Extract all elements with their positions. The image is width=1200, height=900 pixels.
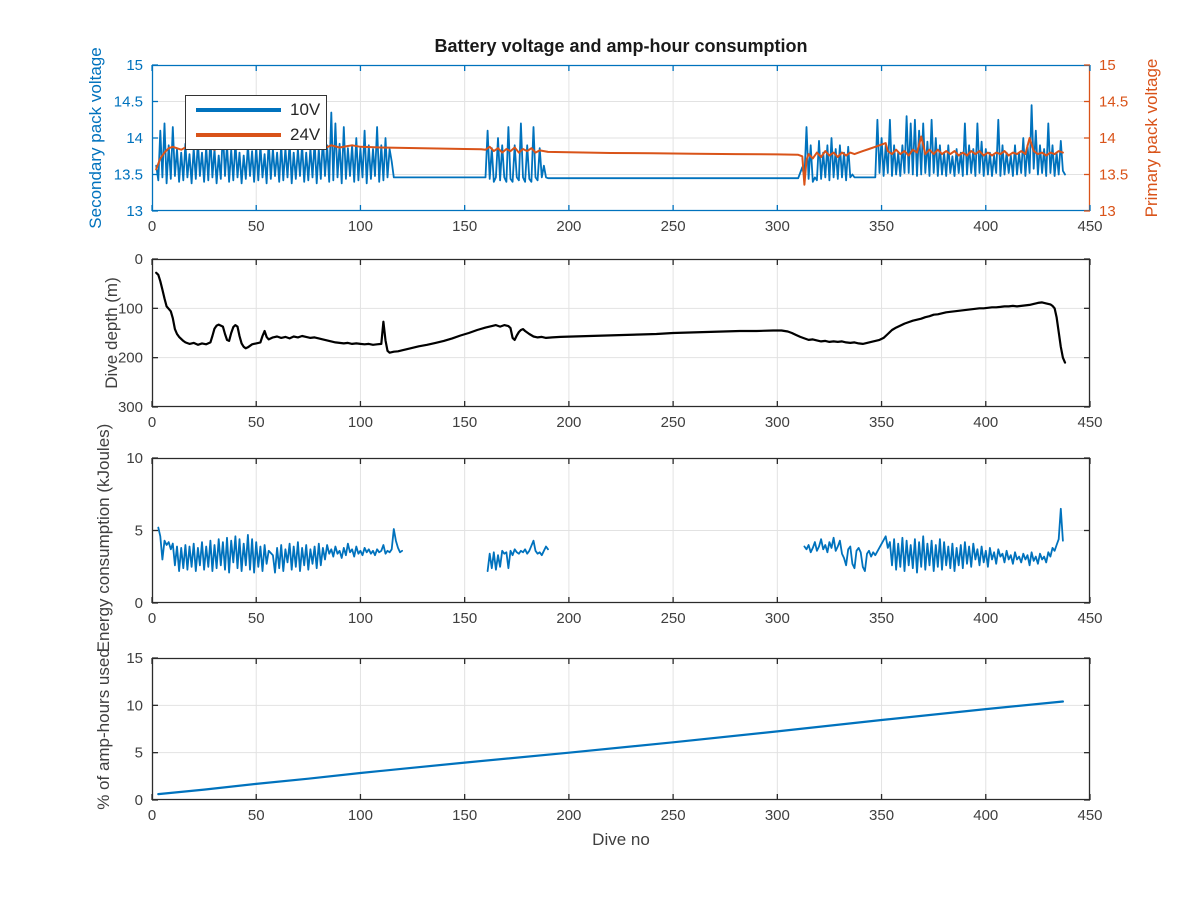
x-tick-label: 100 <box>348 414 373 431</box>
x-tick-label: 450 <box>1077 807 1102 824</box>
x-tick-label: 450 <box>1077 218 1102 235</box>
x-tick-label: 300 <box>765 807 790 824</box>
ylabel-energy-consumption: Energy consumption (kJoules) <box>94 423 113 653</box>
amphours-plot-canvas: 0 50 100 150 200 250 300 350 400 450 0 5 10 15 <box>126 650 1102 824</box>
y-tick-label: 0 <box>135 251 143 268</box>
x-tick-label: 400 <box>973 807 998 824</box>
right-y-tick-label: 13.5 <box>1099 167 1128 184</box>
x-tick-label: 50 <box>248 610 265 627</box>
voltage-plot: 0 50 100 150 200 250 300 350 400 450 13 13 13.5 13.5 1… <box>114 57 1128 235</box>
xlabel-dive-no: Dive no <box>592 830 650 849</box>
y-tick-label: 5 <box>135 745 143 762</box>
y-tick-label: 15 <box>126 57 143 74</box>
energy-plot: 0 50 100 150 200 250 300 350 400 450 0 5 10 <box>126 450 1102 627</box>
legend-line-24v <box>196 132 281 137</box>
x-tick-label: 150 <box>452 414 477 431</box>
ylabel-dive-depth: Dive depth (m) <box>102 277 121 389</box>
right-y-tick-label: 15 <box>1099 57 1116 74</box>
x-tick-label: 50 <box>248 218 265 235</box>
right-y-tick-label: 14 <box>1099 130 1116 147</box>
series-energy-seg3 <box>803 507 1064 574</box>
x-tick-label: 250 <box>661 610 686 627</box>
y-tick-label: 5 <box>135 523 143 540</box>
legend-entry-10v: 10V <box>186 100 326 120</box>
x-tick-label: 250 <box>661 414 686 431</box>
legend-entry-24v: 24V <box>186 125 326 145</box>
depth-plot: 0 50 100 150 200 250 300 350 400 450 0 100 200 300 <box>118 251 1103 431</box>
right-y-tick-label: 13 <box>1099 203 1116 220</box>
x-tick-label: 100 <box>348 218 373 235</box>
series-energy-seg2 <box>486 539 549 572</box>
y-tick-label: 13.5 <box>114 167 143 184</box>
x-tick-label: 350 <box>869 807 894 824</box>
x-tick-label: 300 <box>765 414 790 431</box>
energy-plot-canvas: 0 50 100 150 200 250 300 350 400 450 0 5 10 <box>126 450 1102 627</box>
x-tick-label: 400 <box>973 610 998 627</box>
y-tick-label: 14 <box>126 130 143 147</box>
y-tick-label: 13 <box>126 203 143 220</box>
legend-label-10v: 10V <box>290 100 321 120</box>
y-tick-label: 300 <box>118 399 143 416</box>
x-tick-label: 50 <box>248 807 265 824</box>
y-tick-label: 10 <box>126 697 143 714</box>
ylabel-amp-hours-used: % of amp-hours used <box>94 648 113 810</box>
x-tick-label: 350 <box>869 610 894 627</box>
x-tick-label: 450 <box>1077 414 1102 431</box>
x-tick-label: 200 <box>556 414 581 431</box>
x-tick-label: 50 <box>248 414 265 431</box>
x-tick-label: 350 <box>869 218 894 235</box>
x-tick-label: 150 <box>452 807 477 824</box>
x-tick-label: 0 <box>148 807 156 824</box>
ylabel-secondary-pack-voltage: Secondary pack voltage <box>86 47 105 229</box>
right-y-tick-label: 14.5 <box>1099 94 1128 111</box>
x-tick-label: 0 <box>148 414 156 431</box>
x-tick-label: 0 <box>148 610 156 627</box>
legend-line-10v <box>196 108 281 113</box>
x-tick-label: 150 <box>452 610 477 627</box>
x-tick-label: 250 <box>661 218 686 235</box>
legend-box: 10V 24V <box>185 95 327 150</box>
x-tick-label: 100 <box>348 807 373 824</box>
x-tick-label: 200 <box>556 218 581 235</box>
y-tick-label: 200 <box>118 350 143 367</box>
y-tick-label: 0 <box>135 792 143 809</box>
series-depth <box>155 271 1067 364</box>
y-tick-label: 10 <box>126 450 143 467</box>
amphours-plot: 0 50 100 150 200 250 300 350 400 450 0 5 10 15 <box>126 650 1102 824</box>
x-tick-label: 250 <box>661 807 686 824</box>
depth-plot-canvas: 0 50 100 150 200 250 300 350 400 450 0 100 200 300 <box>118 251 1103 431</box>
chart-title: Battery voltage and amp-hour consumption <box>434 36 808 56</box>
y-tick-label: 15 <box>126 650 143 667</box>
x-tick-label: 450 <box>1077 610 1102 627</box>
x-tick-label: 100 <box>348 610 373 627</box>
legend-label-24v: 24V <box>290 124 321 144</box>
x-tick-label: 300 <box>765 610 790 627</box>
series-energy-seg1 <box>157 526 404 574</box>
y-tick-label: 100 <box>118 300 143 317</box>
y-tick-label: 14.5 <box>114 94 143 111</box>
x-tick-label: 0 <box>148 218 156 235</box>
x-tick-label: 400 <box>973 414 998 431</box>
x-tick-label: 200 <box>556 807 581 824</box>
x-tick-label: 200 <box>556 610 581 627</box>
x-tick-label: 300 <box>765 218 790 235</box>
series-amp-hours-used <box>157 700 1065 796</box>
x-tick-label: 350 <box>869 414 894 431</box>
x-tick-label: 150 <box>452 218 477 235</box>
y-tick-label: 0 <box>135 595 143 612</box>
ylabel-primary-pack-voltage: Primary pack voltage <box>1142 58 1161 218</box>
x-tick-label: 400 <box>973 218 998 235</box>
